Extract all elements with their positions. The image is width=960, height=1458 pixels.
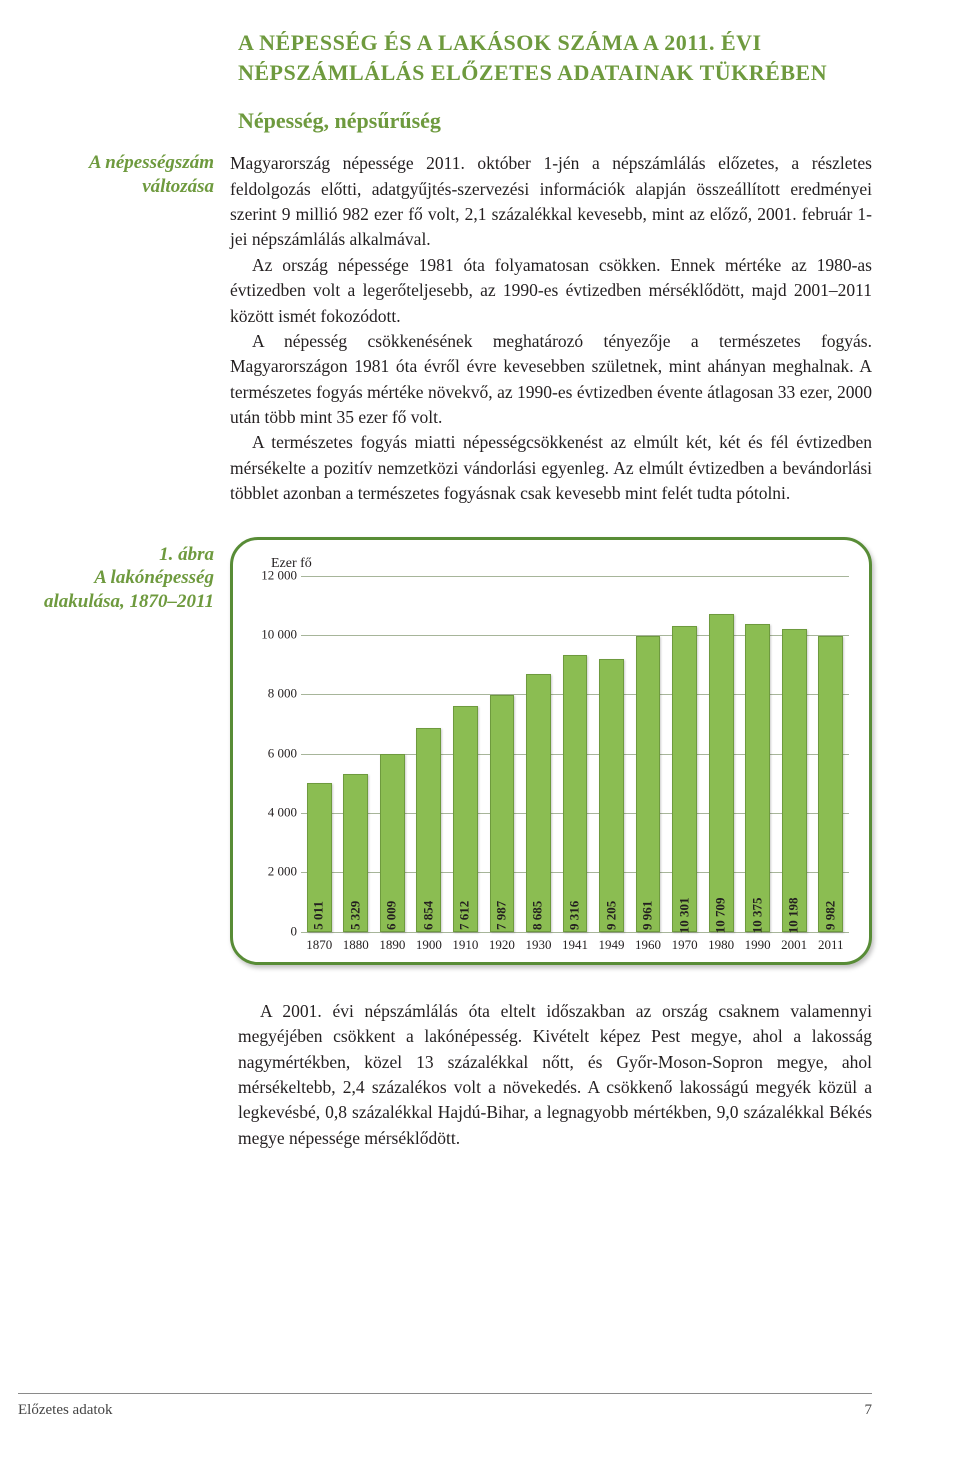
chart-bar-value: 6 009 — [383, 901, 402, 930]
chart-bar-column: 10 198 — [776, 576, 813, 932]
chart-bar: 9 982 — [818, 636, 843, 932]
chart-bar-value: 9 982 — [821, 901, 840, 930]
chart-bar: 9 316 — [563, 655, 588, 931]
chart-bar-column: 9 961 — [630, 576, 667, 932]
chart-x-tick: 1870 — [301, 932, 338, 956]
chart-bar: 7 987 — [490, 695, 515, 932]
chart-x-tick: 2001 — [776, 932, 813, 956]
chart-bar-column: 7 987 — [484, 576, 521, 932]
chart-panel: Ezer fő 0 2 000 4 000 6 000 8 000 10 000 12 00… — [230, 537, 872, 965]
chart-x-tick: 1970 — [666, 932, 703, 956]
chart-bars: 5 011 5 329 6 009 6 854 7 612 7 987 8 685 9 316… — [301, 576, 849, 932]
margin-note-line-2: változása — [142, 176, 214, 197]
title-line-1: A NÉPESSÉG ÉS A LAKÁSOK SZÁMA A 2011. ÉV… — [238, 30, 762, 55]
paragraph-1: Magyarország népessége 2011. október 1-j… — [230, 151, 872, 253]
chart-bar: 8 685 — [526, 674, 551, 932]
chart-bar: 10 198 — [782, 629, 807, 932]
chart-bar-value: 5 011 — [310, 901, 329, 930]
chart-bar-column: 8 685 — [520, 576, 557, 932]
chart-bar-value: 5 329 — [346, 901, 365, 930]
chart-bar-column: 10 301 — [666, 576, 703, 932]
chart-bar: 7 612 — [453, 706, 478, 932]
chart-bar-column: 10 709 — [703, 576, 740, 932]
chart-bar-column: 7 612 — [447, 576, 484, 932]
chart-y-tick: 4 000 — [249, 804, 297, 823]
chart-bar-value: 8 685 — [529, 901, 548, 930]
page-footer: Előzetes adatok 7 — [18, 1393, 872, 1422]
chart-bar: 9 961 — [636, 636, 661, 932]
chart-bar-column: 9 205 — [593, 576, 630, 932]
chart-bar: 6 009 — [380, 754, 405, 932]
chart-bar: 5 329 — [343, 774, 368, 932]
chart-bar-value: 10 198 — [785, 898, 804, 934]
chart-y-tick: 6 000 — [249, 744, 297, 763]
margin-note-line-1: A népességszám — [89, 152, 214, 173]
paragraph-2: Az ország népessége 1981 óta folyamatosa… — [230, 253, 872, 329]
chart-bar-value: 6 854 — [419, 901, 438, 930]
chart-plot-area: 02 0004 0006 0008 00010 00012 0005 0115 … — [249, 576, 853, 956]
chart-bar-column: 9 982 — [812, 576, 849, 932]
chart-bar: 9 205 — [599, 659, 624, 932]
figure-number: 1. ábra — [159, 544, 214, 565]
chart-bar-value: 9 205 — [602, 901, 621, 930]
paragraph-4: A természetes fogyás miatti népességcsök… — [230, 430, 872, 506]
chart-bar-column: 6 854 — [411, 576, 448, 932]
chart-bar-value: 7 612 — [456, 901, 475, 930]
chart-bar-value: 10 301 — [675, 898, 694, 934]
margin-note-population: A népességszám változása — [18, 151, 230, 199]
chart-x-tick: 1880 — [338, 932, 375, 956]
chart-x-tick: 1990 — [739, 932, 776, 956]
figure-title-1: A lakónépesség — [94, 567, 214, 588]
chart-x-tick: 1980 — [703, 932, 740, 956]
chart-bar-value: 10 375 — [748, 898, 767, 934]
chart-y-tick: 12 000 — [249, 566, 297, 585]
chart-bar-value: 9 961 — [639, 901, 658, 930]
chart-x-tick: 1960 — [630, 932, 667, 956]
paragraph-post: A 2001. évi népszámlálás óta eltelt idős… — [238, 999, 872, 1151]
chart-bar-value: 10 709 — [712, 898, 731, 934]
chart-bar: 10 375 — [745, 624, 770, 932]
chart-bar-column: 5 011 — [301, 576, 338, 932]
chart-bar-column: 9 316 — [557, 576, 594, 932]
footer-left: Előzetes adatok — [18, 1400, 113, 1422]
chart-y-axis-label: Ezer fő — [271, 554, 861, 574]
chart-x-tick: 1930 — [520, 932, 557, 956]
chart-y-tick: 2 000 — [249, 863, 297, 882]
chart-bar-value: 7 987 — [492, 901, 511, 930]
chart-x-tick: 1949 — [593, 932, 630, 956]
figure-title-2: alakulása, 1870–2011 — [44, 591, 214, 612]
chart-x-tick: 1890 — [374, 932, 411, 956]
chart-y-tick: 10 000 — [249, 626, 297, 645]
chart-bar-column: 10 375 — [739, 576, 776, 932]
figure-caption: 1. ábra A lakónépesség alakulása, 1870–2… — [18, 537, 230, 614]
section-heading: Népesség, népsűrűség — [238, 105, 872, 137]
chart-bar-column: 6 009 — [374, 576, 411, 932]
chart-x-tick: 2011 — [812, 932, 849, 956]
title-line-2: NÉPSZÁMLÁLÁS ELŐZETES ADATAINAK TÜKRÉBEN — [238, 60, 827, 85]
body-text-block-1: Magyarország népessége 2011. október 1-j… — [230, 151, 872, 506]
chart-y-tick: 0 — [249, 922, 297, 941]
chart-x-tick: 1920 — [484, 932, 521, 956]
chart-bar: 5 011 — [307, 783, 332, 932]
chart-bar: 6 854 — [416, 728, 441, 931]
body-text-block-2: A 2001. évi népszámlálás óta eltelt idős… — [238, 999, 872, 1151]
footer-page-number: 7 — [865, 1400, 873, 1422]
page-title: A NÉPESSÉG ÉS A LAKÁSOK SZÁMA A 2011. ÉV… — [238, 28, 872, 87]
chart-x-tick: 1910 — [447, 932, 484, 956]
chart-bar: 10 301 — [672, 626, 697, 932]
chart-bar-value: 9 316 — [566, 901, 585, 930]
chart-y-tick: 8 000 — [249, 685, 297, 704]
paragraph-3: A népesség csökkenésének meghatározó tén… — [230, 329, 872, 431]
chart-x-tick: 1941 — [557, 932, 594, 956]
chart-x-tick: 1900 — [411, 932, 448, 956]
chart-bar: 10 709 — [709, 614, 734, 932]
chart-bar-column: 5 329 — [338, 576, 375, 932]
